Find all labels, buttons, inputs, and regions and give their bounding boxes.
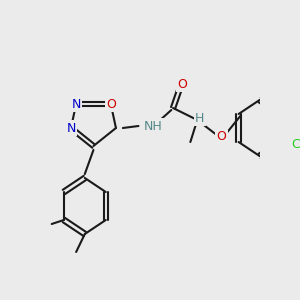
Text: O: O <box>217 130 226 142</box>
Text: H: H <box>195 112 205 124</box>
Text: Cl: Cl <box>292 137 300 151</box>
Text: O: O <box>106 98 116 110</box>
Text: N: N <box>71 98 81 110</box>
Text: O: O <box>177 77 187 91</box>
Text: NH: NH <box>144 119 162 133</box>
Text: N: N <box>66 122 76 134</box>
